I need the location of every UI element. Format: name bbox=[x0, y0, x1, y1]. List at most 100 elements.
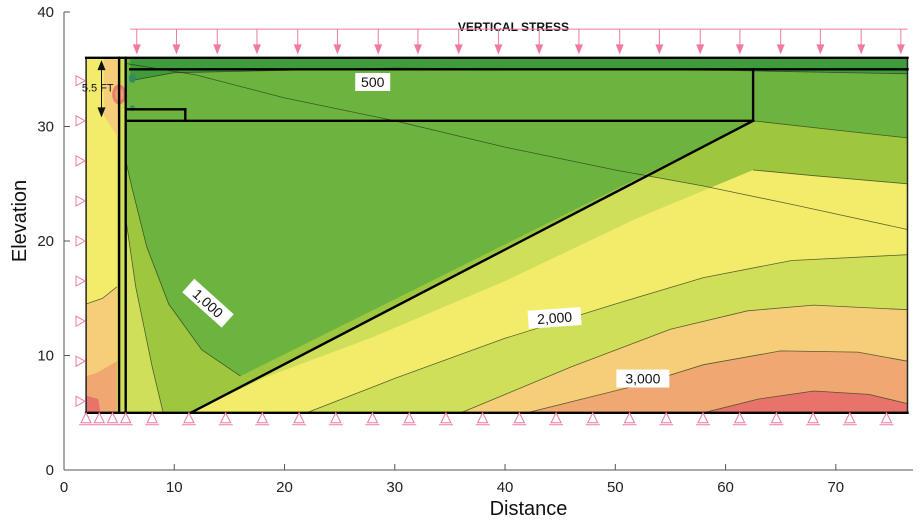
contour-line bbox=[753, 169, 908, 185]
load-arrow-head bbox=[776, 44, 785, 55]
load-arrow-head bbox=[413, 44, 422, 55]
contour-label-text: 3,000 bbox=[625, 371, 660, 387]
pin-support bbox=[770, 411, 783, 424]
contour-line bbox=[460, 304, 908, 413]
dimension-label: 5.5 FT bbox=[82, 83, 114, 95]
contour-line bbox=[753, 120, 908, 139]
x-tick-label: 30 bbox=[386, 479, 403, 496]
pin-support bbox=[476, 411, 489, 424]
roller-support bbox=[75, 155, 87, 167]
contour-label-text: 2,000 bbox=[537, 309, 573, 327]
pin-support bbox=[293, 411, 305, 424]
contour-lines bbox=[86, 63, 908, 413]
contour-line bbox=[306, 254, 908, 413]
pin-support bbox=[440, 411, 452, 424]
load-arrow-head bbox=[172, 44, 181, 55]
x-tick-label: 50 bbox=[607, 479, 624, 496]
stress-concentration bbox=[128, 73, 136, 83]
x-tick-label: 40 bbox=[497, 479, 514, 496]
contour-band bbox=[190, 170, 908, 413]
contour-band bbox=[86, 395, 101, 413]
pin-support bbox=[513, 411, 526, 424]
roller-support bbox=[75, 235, 87, 247]
contour-line bbox=[125, 218, 164, 413]
roller-support bbox=[75, 74, 87, 87]
contour-line bbox=[125, 63, 908, 230]
load-arrow-head bbox=[374, 44, 383, 55]
contour-label-box bbox=[527, 307, 582, 329]
contour-band bbox=[130, 57, 908, 81]
pin-support bbox=[106, 411, 119, 424]
y-tick-label: 30 bbox=[37, 119, 54, 136]
x-tick-label: 60 bbox=[717, 479, 734, 496]
chart-title: VERTICAL STRESS bbox=[458, 20, 569, 34]
load-arrow-head bbox=[252, 44, 261, 55]
roller-support bbox=[75, 395, 87, 408]
contour-band bbox=[125, 120, 754, 377]
load-arrow-head bbox=[816, 44, 825, 55]
load-arrow-head bbox=[454, 44, 463, 55]
structure-outline bbox=[84, 56, 909, 415]
pin-support bbox=[80, 411, 92, 424]
pin-support bbox=[844, 411, 856, 424]
pin-support bbox=[807, 411, 819, 424]
pin-support bbox=[660, 411, 673, 424]
load-arrow-head bbox=[735, 44, 744, 55]
x-tick-label: 0 bbox=[60, 479, 68, 496]
dimension-marker: 5.5 FT bbox=[82, 60, 114, 118]
contour-band bbox=[703, 391, 908, 413]
y-tick-label: 0 bbox=[46, 462, 54, 479]
x-ticks: 0 10 20 30 40 50 60 70 bbox=[60, 464, 844, 496]
pin-support bbox=[119, 411, 132, 424]
pin-support bbox=[256, 411, 269, 424]
load-arrow-head bbox=[535, 44, 544, 55]
y-tick-label: 20 bbox=[37, 233, 54, 250]
roller-support bbox=[75, 315, 87, 327]
boundary-supports bbox=[75, 74, 894, 426]
y-ticks: 0 10 20 30 40 bbox=[37, 4, 70, 479]
pin-support bbox=[623, 411, 636, 424]
load-arrow-head bbox=[213, 44, 222, 55]
x-axis-label: Distance bbox=[490, 498, 568, 520]
pin-support bbox=[219, 411, 232, 424]
contour-band bbox=[103, 57, 118, 138]
roller-support bbox=[75, 195, 87, 207]
contour-line bbox=[86, 286, 118, 305]
contour-label-box bbox=[182, 278, 234, 328]
pin-support bbox=[403, 411, 416, 424]
stress-contour-bands bbox=[86, 57, 908, 413]
contour-line bbox=[130, 67, 908, 82]
contour-label: 3,000 bbox=[616, 369, 670, 388]
load-arrow-head bbox=[132, 44, 141, 55]
load-arrow-head bbox=[696, 44, 705, 55]
pin-support bbox=[183, 411, 195, 424]
load-arrow-head bbox=[655, 44, 664, 55]
load-arrow-head bbox=[293, 44, 302, 55]
pin-support bbox=[880, 411, 893, 424]
pin-support bbox=[697, 411, 709, 424]
x-tick-label: 20 bbox=[276, 479, 293, 496]
contour-line bbox=[703, 390, 908, 413]
contour-label-text: 500 bbox=[361, 74, 385, 90]
contour-label: 2,000 bbox=[527, 307, 582, 329]
y-axis-label: Elevation bbox=[9, 180, 31, 262]
axes: 0 10 20 30 40 50 60 70 0 10 20 30 40 bbox=[37, 4, 913, 496]
pin-support bbox=[329, 411, 342, 424]
roller-support bbox=[75, 355, 87, 368]
contour-line bbox=[527, 350, 908, 413]
contour-label: 500 bbox=[355, 72, 391, 91]
pin-support bbox=[550, 411, 562, 424]
x-tick-label: 70 bbox=[827, 479, 844, 496]
load-arrow-head bbox=[896, 44, 905, 55]
pin-support bbox=[733, 411, 746, 424]
contour-line bbox=[125, 160, 241, 377]
load-arrow-head bbox=[574, 44, 583, 55]
pin-support bbox=[146, 411, 159, 424]
structure-line bbox=[189, 119, 755, 415]
pin-support bbox=[366, 411, 379, 424]
dimension-arrow-up bbox=[97, 60, 106, 71]
contour-label-box bbox=[616, 369, 670, 388]
x-tick-label: 10 bbox=[166, 479, 183, 496]
vertical-load-arrows bbox=[130, 28, 908, 55]
